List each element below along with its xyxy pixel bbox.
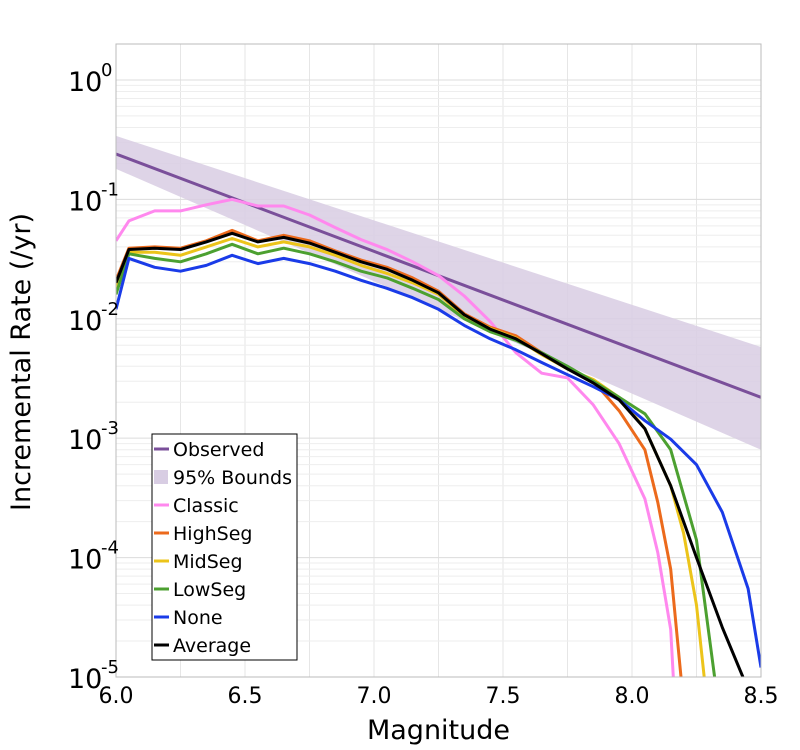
legend-entry: HighSeg bbox=[154, 523, 252, 545]
y-tick-label: 10-2 bbox=[68, 299, 119, 337]
y-tick-base: 10 bbox=[68, 67, 102, 98]
legend-label: Average bbox=[173, 635, 251, 657]
y-tick-label: 10-4 bbox=[68, 538, 119, 576]
series-line-lowseg bbox=[116, 242, 717, 677]
legend-label: Classic bbox=[173, 495, 239, 517]
y-tick-label: 10-3 bbox=[68, 418, 119, 456]
legend-entry: MidSeg bbox=[154, 551, 243, 573]
x-tick-label: 8.0 bbox=[615, 684, 650, 709]
y-tick-base: 10 bbox=[68, 306, 102, 337]
legend-label: MidSeg bbox=[173, 551, 243, 573]
y-tick-label: 10-1 bbox=[68, 179, 119, 217]
y-tick-base: 10 bbox=[68, 425, 102, 456]
y-tick-exponent: -3 bbox=[101, 418, 119, 439]
legend-entry: None bbox=[154, 607, 223, 629]
x-tick-label: 7.5 bbox=[486, 684, 521, 709]
plot-frame bbox=[115, 43, 762, 678]
y-tick-base: 10 bbox=[68, 186, 102, 217]
x-tick-label: 6.5 bbox=[228, 684, 263, 709]
y-tick-label: 100 bbox=[68, 60, 112, 98]
legend-entry: 95% Bounds bbox=[154, 467, 292, 489]
legend-label: HighSeg bbox=[173, 523, 252, 545]
legend-box bbox=[151, 433, 298, 661]
y-tick-exponent: -1 bbox=[101, 179, 119, 200]
y-tick-exponent: -4 bbox=[101, 538, 119, 559]
legend-label: Observed bbox=[173, 439, 264, 461]
legend-swatch bbox=[154, 470, 168, 484]
y-tick-exponent: -5 bbox=[101, 657, 119, 678]
x-tick-labels: 6.0 6.5 7.0 7.5 8.0 8.5 bbox=[99, 684, 779, 709]
legend: Observed 95% Bounds Classic HighSeg MidSeg Lo… bbox=[151, 433, 298, 661]
legend-entry: Observed bbox=[154, 439, 264, 461]
x-axis-label: Magnitude bbox=[367, 715, 510, 746]
y-tick-base: 10 bbox=[68, 664, 102, 695]
x-tick-label: 8.5 bbox=[744, 684, 779, 709]
y-axis-label: Incremental Rate (/yr) bbox=[6, 213, 37, 511]
y-tick-exponent: 0 bbox=[101, 60, 112, 81]
legend-entry: LowSeg bbox=[154, 579, 246, 601]
x-tick-label: 6.0 bbox=[99, 684, 134, 709]
series-line-classic bbox=[116, 197, 675, 677]
x-tick-label: 7.0 bbox=[357, 684, 392, 709]
series-line-none bbox=[116, 253, 761, 668]
legend-entry: Classic bbox=[154, 495, 239, 517]
y-tick-label: 10-5 bbox=[68, 657, 119, 695]
legend-entry: Average bbox=[154, 635, 251, 657]
legend-label: 95% Bounds bbox=[173, 467, 292, 489]
y-tick-exponent: -2 bbox=[101, 299, 119, 320]
y-tick-base: 10 bbox=[68, 545, 102, 576]
series-line-average bbox=[116, 231, 745, 677]
series-layer bbox=[116, 152, 761, 677]
legend-label: LowSeg bbox=[173, 579, 246, 601]
legend-label: None bbox=[173, 607, 223, 629]
